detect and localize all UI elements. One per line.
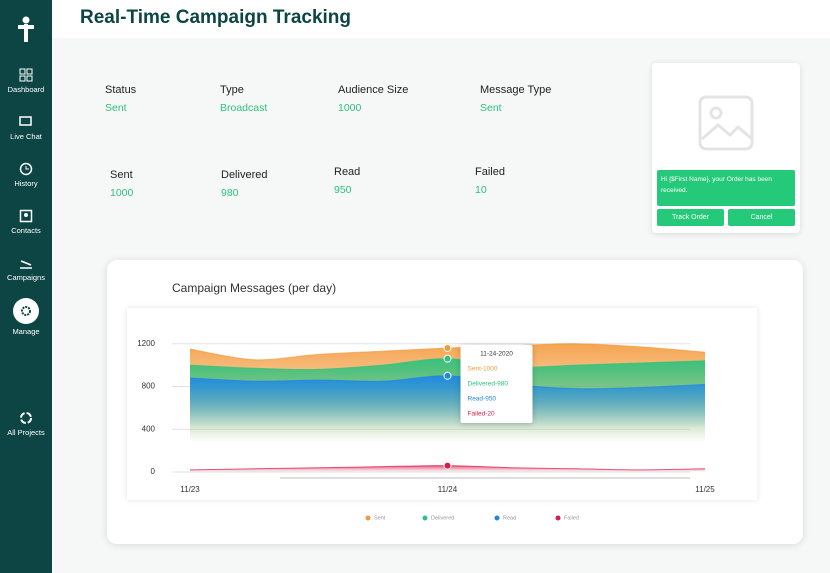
nav-item[interactable]: All Projects xyxy=(0,411,52,437)
nav-label: Dashboard xyxy=(7,85,45,94)
nav-label: Live Chat xyxy=(10,132,42,141)
stat-value: Sent xyxy=(105,102,127,114)
stat-label: Delivered xyxy=(221,169,268,181)
stat-value: 1000 xyxy=(110,187,134,199)
page-title: Real-Time Campaign Tracking xyxy=(80,7,352,28)
tooltip-line: Failed-20 xyxy=(468,411,495,418)
stat-value: 980 xyxy=(221,187,239,199)
legend-label: Sent xyxy=(374,515,386,521)
hover-marker xyxy=(443,461,452,470)
nav-label: Campaigns xyxy=(7,273,45,282)
stat-value: 10 xyxy=(475,184,487,196)
hover-marker xyxy=(443,343,452,352)
chart-title: Campaign Messages (per day) xyxy=(172,281,336,295)
message-preview: Hi {$First Name}, your Order has been re… xyxy=(652,63,800,233)
nav-item[interactable]: Live Chat xyxy=(0,115,52,141)
stat-value: Broadcast xyxy=(220,102,268,114)
x-tick-label: 11/23 xyxy=(180,485,200,494)
stat-label: Status xyxy=(105,84,137,96)
tooltip-title: 11-24-2020 xyxy=(480,351,513,358)
stat-label: Audience Size xyxy=(338,84,409,96)
legend-marker xyxy=(422,515,428,521)
tooltip-line: Sent-1000 xyxy=(468,366,498,373)
nav-item[interactable]: Dashboard xyxy=(0,68,52,94)
nav-item[interactable]: Campaigns xyxy=(0,256,52,282)
nav-item[interactable]: Manage xyxy=(0,298,52,336)
y-tick-label: 400 xyxy=(142,424,156,433)
stat-value: 950 xyxy=(334,184,352,196)
y-tick-label: 0 xyxy=(151,467,156,476)
logo xyxy=(18,16,34,42)
tooltip-line: Delivered-980 xyxy=(468,381,509,388)
legend-label: Delivered xyxy=(431,515,454,521)
nav-item[interactable]: History xyxy=(0,162,52,188)
hover-marker xyxy=(443,371,452,380)
tooltip xyxy=(460,345,533,423)
nav-item[interactable]: Contacts xyxy=(0,209,52,235)
legend-marker xyxy=(365,515,371,521)
button[interactable]: Cancel xyxy=(728,209,795,226)
stat-label: Sent xyxy=(110,169,133,181)
image-placeholder xyxy=(698,95,754,151)
stat-label: Type xyxy=(220,84,244,96)
stat-value: 1000 xyxy=(338,102,362,114)
nav-label: Contacts xyxy=(11,226,41,235)
legend-marker xyxy=(555,515,561,521)
stat-label: Failed xyxy=(475,166,505,178)
tooltip-line: Read-950 xyxy=(468,396,497,403)
legend-label: Read xyxy=(503,515,516,521)
legend-label: Failed xyxy=(564,515,579,521)
stat-value: Sent xyxy=(480,102,502,114)
y-tick-label: 800 xyxy=(142,382,156,391)
nav-label: History xyxy=(14,179,38,188)
area xyxy=(190,375,705,442)
stat-label: Read xyxy=(334,166,361,178)
message-bubble: Hi {$First Name}, your Order has been re… xyxy=(657,170,795,206)
nav-label: All Projects xyxy=(7,428,45,437)
header: Real-Time Campaign Tracking xyxy=(52,0,830,38)
x-tick-label: 11/25 xyxy=(695,485,715,494)
y-tick-label: 1200 xyxy=(137,339,155,348)
hover-marker xyxy=(443,354,452,363)
sidebar: Dashboard Live Chat History Contacts Cam… xyxy=(0,0,52,573)
legend-marker xyxy=(494,515,500,521)
nav-label: Manage xyxy=(12,327,40,336)
button[interactable]: Track Order xyxy=(657,209,724,226)
stat-label: Message Type xyxy=(480,84,552,96)
x-tick-label: 11/24 xyxy=(438,485,458,494)
